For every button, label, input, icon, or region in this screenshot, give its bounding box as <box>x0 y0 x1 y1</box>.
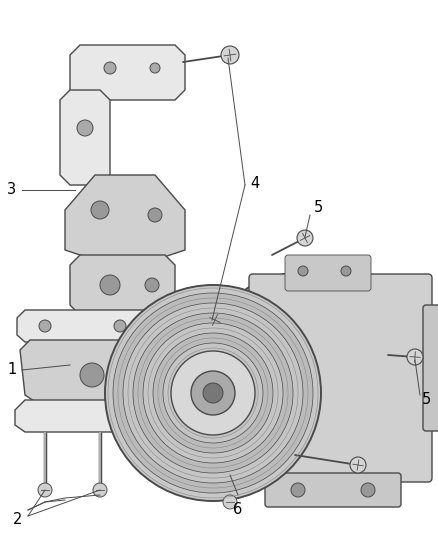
Circle shape <box>39 320 51 332</box>
Circle shape <box>114 320 126 332</box>
Circle shape <box>104 62 116 74</box>
FancyBboxPatch shape <box>265 473 401 507</box>
Polygon shape <box>55 342 130 400</box>
FancyBboxPatch shape <box>249 274 432 482</box>
Circle shape <box>206 311 224 329</box>
Circle shape <box>171 351 255 435</box>
Circle shape <box>153 333 273 453</box>
Circle shape <box>341 266 351 276</box>
Circle shape <box>80 363 104 387</box>
Text: 5: 5 <box>313 200 323 215</box>
Text: 4: 4 <box>251 175 260 190</box>
Text: 5: 5 <box>421 392 431 408</box>
Polygon shape <box>17 310 158 342</box>
Polygon shape <box>70 255 175 315</box>
Text: 1: 1 <box>7 362 17 377</box>
Polygon shape <box>65 175 185 260</box>
Text: 6: 6 <box>233 503 243 518</box>
Circle shape <box>291 483 305 497</box>
Circle shape <box>223 495 237 509</box>
Circle shape <box>163 343 263 443</box>
Circle shape <box>148 208 162 222</box>
Circle shape <box>38 483 52 497</box>
Circle shape <box>113 293 313 493</box>
FancyBboxPatch shape <box>285 255 371 291</box>
Ellipse shape <box>201 273 396 483</box>
Circle shape <box>91 201 109 219</box>
Circle shape <box>77 120 93 136</box>
Text: 2: 2 <box>13 513 23 528</box>
Circle shape <box>133 313 293 473</box>
Circle shape <box>145 278 159 292</box>
Circle shape <box>203 383 223 403</box>
Circle shape <box>361 483 375 497</box>
Circle shape <box>298 266 308 276</box>
Polygon shape <box>70 45 185 100</box>
Polygon shape <box>100 185 130 255</box>
Polygon shape <box>60 90 110 185</box>
Circle shape <box>93 483 107 497</box>
FancyBboxPatch shape <box>423 305 438 431</box>
Circle shape <box>100 275 120 295</box>
Circle shape <box>123 303 303 483</box>
Circle shape <box>143 323 283 463</box>
Polygon shape <box>20 340 165 408</box>
Circle shape <box>407 349 423 365</box>
Circle shape <box>221 46 239 64</box>
Circle shape <box>150 63 160 73</box>
Circle shape <box>105 285 321 501</box>
Text: 3: 3 <box>7 182 17 198</box>
Circle shape <box>297 230 313 246</box>
Circle shape <box>191 371 235 415</box>
Polygon shape <box>15 400 165 432</box>
Circle shape <box>350 457 366 473</box>
